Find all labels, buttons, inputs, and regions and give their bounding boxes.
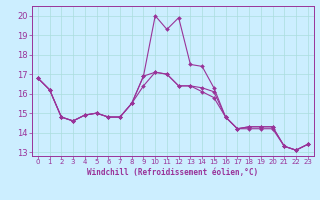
X-axis label: Windchill (Refroidissement éolien,°C): Windchill (Refroidissement éolien,°C) [87, 168, 258, 177]
